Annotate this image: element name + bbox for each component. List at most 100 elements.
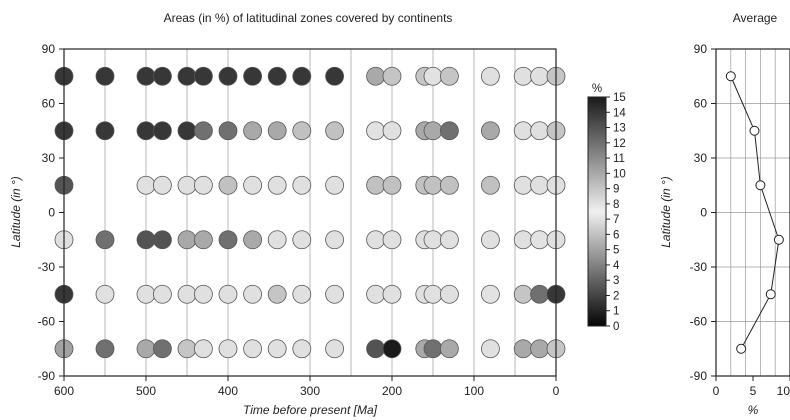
average-chart: 0 5 10 90 60 30 0 -30 -60 -90 — [690, 42, 790, 398]
data-point — [325, 66, 345, 86]
average-chart-y-label: Latitude (in °) — [659, 176, 673, 248]
data-point — [423, 230, 443, 250]
data-point — [267, 175, 287, 195]
main-chart-x-ticks: 600 500 400 300 200 100 0 — [54, 376, 560, 398]
main-x-tick-label: 100 — [464, 384, 484, 398]
data-point — [177, 121, 197, 141]
average-point — [765, 289, 776, 300]
data-point — [325, 175, 345, 195]
colorbar-tick-label: 15 — [613, 92, 626, 104]
data-point — [480, 66, 500, 86]
average-point — [755, 180, 766, 191]
data-point — [325, 284, 345, 304]
data-point — [243, 121, 263, 141]
average-chart-x-ticks: 0 5 10 — [713, 376, 790, 398]
colorbar-tick-label: 8 — [613, 199, 619, 211]
main-chart-points — [54, 66, 566, 359]
data-point — [193, 121, 213, 141]
main-y-tick-label: -30 — [38, 260, 56, 274]
data-point — [513, 230, 533, 250]
data-point — [292, 230, 312, 250]
data-point — [439, 230, 459, 250]
main-y-tick-label: 90 — [42, 42, 56, 56]
data-point — [382, 175, 402, 195]
data-point — [95, 230, 115, 250]
average-y-tick-label: 30 — [694, 151, 708, 165]
data-point — [530, 66, 549, 86]
data-point — [366, 175, 386, 195]
main-x-tick-label: 400 — [218, 384, 238, 398]
data-point — [292, 284, 312, 304]
data-point — [382, 339, 402, 359]
data-point — [480, 230, 500, 250]
main-chart-title: Areas (in %) of latitudinal zones covere… — [164, 11, 453, 25]
data-point — [439, 284, 459, 304]
main-chart-x-label: Time before present [Ma] — [243, 403, 378, 417]
data-point — [530, 230, 549, 250]
data-point — [439, 66, 459, 86]
data-point — [423, 284, 443, 304]
data-point — [366, 66, 386, 86]
data-point — [193, 339, 213, 359]
main-x-tick-label: 300 — [300, 384, 320, 398]
data-point — [152, 230, 172, 250]
data-point — [218, 230, 238, 250]
data-point — [382, 121, 402, 141]
data-point — [218, 339, 238, 359]
data-point — [136, 230, 156, 250]
data-point — [136, 121, 156, 141]
data-point — [193, 230, 213, 250]
data-point — [267, 66, 287, 86]
colorbar-tick-label: 6 — [613, 229, 619, 241]
data-point — [480, 121, 500, 141]
colorbar-tick-label: 7 — [613, 214, 619, 226]
main-x-tick-label: 0 — [553, 384, 560, 398]
colorbar-tick-label: 14 — [613, 107, 626, 119]
data-point — [218, 175, 238, 195]
average-chart-x-label: % — [748, 403, 759, 417]
main-y-tick-label: -60 — [38, 315, 56, 329]
data-point — [177, 284, 197, 304]
data-point — [423, 121, 443, 141]
data-point — [218, 284, 238, 304]
data-point — [480, 175, 500, 195]
data-point — [152, 121, 172, 141]
data-point — [193, 66, 213, 86]
data-point — [382, 284, 402, 304]
average-y-tick-label: 90 — [694, 42, 708, 56]
data-point — [218, 121, 238, 141]
main-chart-gridlines — [63, 49, 557, 376]
average-y-tick-label: 60 — [694, 97, 708, 111]
data-point — [292, 175, 312, 195]
data-point — [243, 284, 263, 304]
data-point — [95, 66, 115, 86]
average-y-tick-label: -60 — [690, 315, 708, 329]
data-point — [325, 121, 345, 141]
data-point — [177, 66, 197, 86]
data-point — [136, 284, 156, 304]
average-chart-y-ticks: 90 60 30 0 -30 -60 -90 — [690, 42, 716, 383]
average-point — [773, 234, 784, 245]
data-point — [218, 66, 238, 86]
data-point — [243, 175, 263, 195]
main-x-tick-label: 200 — [382, 384, 402, 398]
data-point — [95, 121, 115, 141]
main-x-tick-label: 600 — [54, 384, 74, 398]
colorbar-tick-label: 13 — [613, 123, 626, 135]
average-point — [749, 125, 760, 136]
data-point — [423, 175, 443, 195]
colorbar-tick-label: 10 — [613, 168, 626, 180]
average-line — [730, 76, 780, 349]
data-point — [366, 284, 386, 304]
colorbar-tick-label: 12 — [613, 138, 626, 150]
data-point — [325, 230, 345, 250]
colorbar-tick-label: 3 — [613, 275, 619, 287]
data-point — [193, 175, 213, 195]
average-x-tick-label: 5 — [750, 384, 757, 398]
data-point — [136, 339, 156, 359]
data-point — [366, 121, 386, 141]
data-point — [243, 339, 263, 359]
data-point — [513, 284, 533, 304]
data-point — [530, 121, 549, 141]
